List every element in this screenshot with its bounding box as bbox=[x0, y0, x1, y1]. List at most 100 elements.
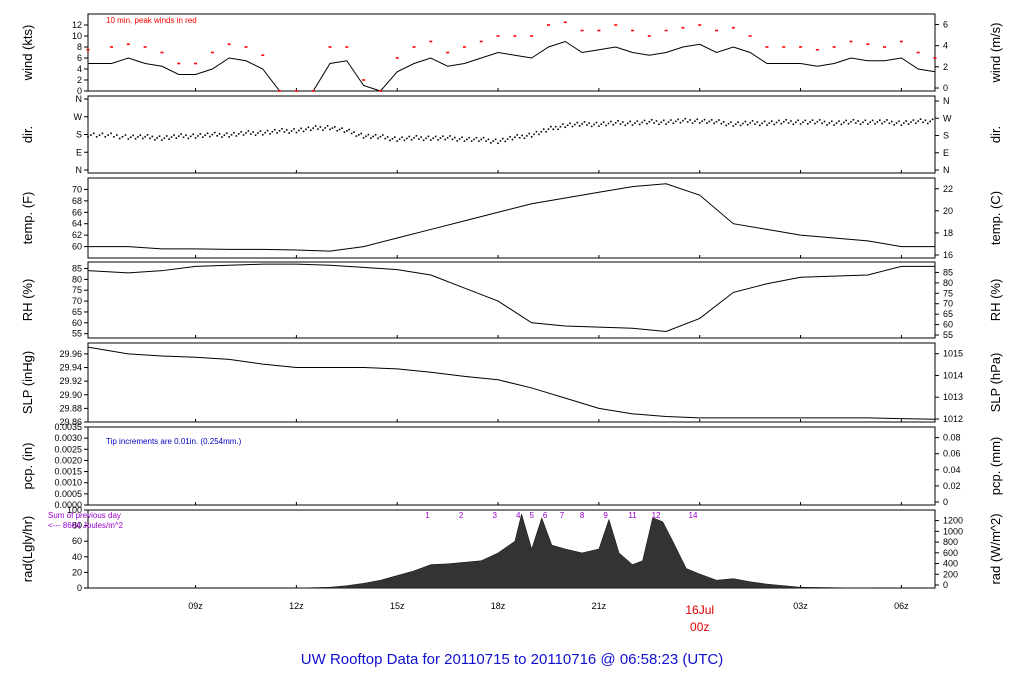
direction-point bbox=[629, 120, 631, 123]
left-tick-label: 55 bbox=[72, 329, 82, 339]
direction-point bbox=[588, 122, 591, 124]
x-axis: 09z 12z 15z 18z 21z 16Jul 00z 03z 06z bbox=[188, 601, 909, 634]
direction-point bbox=[281, 127, 283, 130]
direction-point bbox=[134, 137, 137, 140]
direction-point bbox=[432, 137, 435, 140]
right-tick-label: 1000 bbox=[943, 526, 963, 536]
direction-point bbox=[199, 133, 202, 135]
panel-frame bbox=[87, 261, 936, 339]
left-tick-label: 70 bbox=[72, 184, 82, 194]
peak-wind-mark bbox=[143, 46, 147, 48]
right-tick-label: 1015 bbox=[943, 349, 963, 359]
direction-point bbox=[914, 122, 917, 125]
left-tick-label: 0.0025 bbox=[54, 444, 82, 454]
direction-point bbox=[809, 121, 811, 123]
peak-wind-mark bbox=[177, 62, 181, 65]
direction-point bbox=[792, 123, 795, 126]
direction-point bbox=[883, 120, 886, 123]
direction-point bbox=[240, 131, 242, 133]
direction-point bbox=[590, 125, 593, 128]
direction-point bbox=[847, 122, 850, 125]
direction-point bbox=[878, 119, 881, 121]
right-tick-label: 6 bbox=[943, 20, 948, 30]
direction-point bbox=[514, 136, 516, 139]
direction-point bbox=[518, 136, 521, 139]
left-axis-label: SLP (inHg) bbox=[20, 351, 35, 414]
direction-point bbox=[838, 120, 840, 122]
peak-wind-mark bbox=[194, 62, 198, 65]
direction-point bbox=[617, 120, 619, 122]
direction-point bbox=[780, 122, 783, 125]
right-tick-label: 400 bbox=[943, 559, 958, 569]
direction-point bbox=[297, 129, 300, 132]
right-axis-label: dir. bbox=[988, 126, 1003, 143]
direction-point bbox=[201, 136, 204, 139]
direction-point bbox=[391, 137, 394, 140]
direction-point bbox=[830, 120, 833, 123]
direction-point bbox=[314, 125, 317, 127]
direction-point bbox=[818, 119, 821, 121]
direction-point bbox=[593, 123, 595, 126]
x-tick-label: 06z bbox=[894, 601, 909, 611]
direction-point bbox=[439, 137, 442, 139]
direction-point bbox=[118, 137, 121, 140]
direction-point bbox=[552, 128, 555, 131]
direction-point bbox=[586, 124, 588, 126]
direction-point bbox=[754, 123, 756, 125]
direction-point bbox=[761, 122, 763, 125]
direction-point bbox=[766, 124, 768, 126]
peak-wind-mark bbox=[916, 51, 920, 54]
direction-point bbox=[204, 134, 206, 137]
direction-point bbox=[413, 136, 415, 139]
direction-point bbox=[857, 120, 859, 122]
direction-point bbox=[850, 120, 852, 123]
direction-point bbox=[710, 119, 713, 121]
left-tick-label: 29.90 bbox=[59, 390, 82, 400]
wind-annotation: 10 min. peak winds in red bbox=[106, 16, 197, 25]
direction-point bbox=[530, 136, 533, 138]
peak-wind-mark bbox=[530, 35, 534, 37]
right-tick-label: 65 bbox=[943, 309, 953, 319]
direction-point bbox=[562, 123, 564, 125]
direction-point bbox=[931, 118, 934, 121]
direction-point bbox=[110, 132, 112, 135]
direction-point bbox=[566, 124, 569, 127]
direction-point bbox=[598, 125, 600, 127]
direction-point bbox=[691, 122, 694, 124]
direction-point bbox=[242, 134, 245, 136]
peak-wind-mark bbox=[664, 29, 668, 32]
direction-point bbox=[814, 122, 816, 125]
direction-point bbox=[492, 140, 495, 142]
direction-point bbox=[285, 129, 288, 131]
left-tick-label: 0 bbox=[77, 583, 82, 593]
direction-point bbox=[437, 139, 439, 141]
direction-point bbox=[874, 122, 876, 125]
right-tick-label: 0.02 bbox=[943, 481, 961, 491]
direction-point bbox=[521, 134, 523, 137]
direction-point bbox=[197, 135, 199, 137]
direction-point bbox=[95, 136, 98, 138]
direction-point bbox=[888, 122, 891, 125]
direction-point bbox=[578, 125, 581, 127]
direction-point bbox=[554, 125, 557, 128]
direction-point bbox=[905, 120, 907, 122]
direction-point bbox=[869, 121, 871, 124]
peak-wind-mark bbox=[429, 40, 433, 43]
direction-point bbox=[895, 122, 898, 124]
direction-point bbox=[107, 134, 109, 136]
direction-point bbox=[516, 134, 519, 136]
left-tick-label: 29.96 bbox=[59, 349, 82, 359]
direction-point bbox=[300, 127, 302, 130]
left-tick-label: 64 bbox=[72, 219, 82, 229]
left-tick-label: 0.0020 bbox=[54, 455, 82, 465]
peak-wind-mark bbox=[883, 46, 887, 48]
left-tick-label: 12 bbox=[72, 20, 82, 30]
direction-point bbox=[177, 135, 180, 137]
direction-point bbox=[372, 135, 375, 138]
direction-point bbox=[595, 121, 598, 124]
peak-wind-mark bbox=[563, 21, 567, 24]
left-tick-label: 75 bbox=[72, 285, 82, 295]
direction-point bbox=[799, 123, 802, 125]
direction-point bbox=[295, 131, 298, 134]
direction-point bbox=[826, 124, 828, 126]
